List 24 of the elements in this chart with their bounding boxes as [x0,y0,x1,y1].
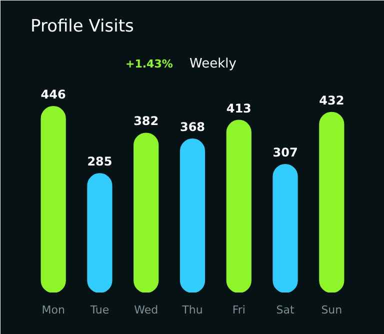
bar [134,132,159,292]
data-label: 432 [319,93,344,108]
data-label: 413 [226,101,252,116]
x-tick-label: Mon [42,304,65,316]
bar [226,120,252,292]
bar [319,112,344,292]
x-tick-label: Sat [276,304,295,316]
data-label: 446 [40,88,66,102]
x-tick-label: Sun [321,304,342,316]
chart-subtitle: Weekly [190,56,237,72]
bar [40,106,66,292]
bar [180,138,206,292]
data-label: 368 [180,120,206,134]
bar [272,164,298,292]
chart-title: Profile Visits [30,16,134,36]
x-tick-label: Fri [232,304,246,316]
x-tick-label: Tue [89,304,110,316]
x-tick-label: Wed [134,304,158,316]
bar [87,173,112,292]
data-label: 307 [272,145,298,160]
text: +1.43% [126,58,173,70]
data-label: 285 [87,154,112,169]
data-label: 382 [134,114,159,128]
x-tick-label: Thu [181,304,203,316]
